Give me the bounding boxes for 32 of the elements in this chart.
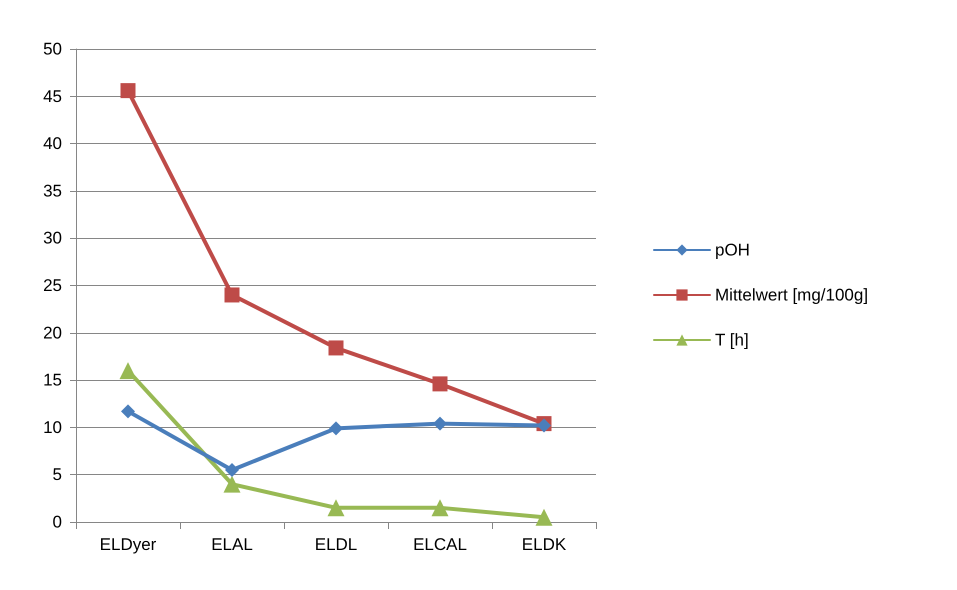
x-tick-label: ELDK xyxy=(522,535,567,554)
legend-label: Mittelwert [mg/100g] xyxy=(715,286,868,304)
point xyxy=(120,83,136,98)
y-tick-label: 40 xyxy=(43,134,62,154)
y-tick-label: 0 xyxy=(52,512,62,532)
y-tick-label: 10 xyxy=(43,418,62,437)
point xyxy=(329,421,343,436)
point xyxy=(225,462,239,477)
y-tick-label: 50 xyxy=(43,40,62,58)
point xyxy=(536,508,552,526)
y-tick-label: 20 xyxy=(43,323,62,342)
x-tick-label: ELAL xyxy=(211,535,253,554)
legend-label: T [h] xyxy=(715,330,749,350)
y-tick-label: 25 xyxy=(43,276,62,295)
x-tick-label: ELCAL xyxy=(413,535,467,554)
y-tick-label: 5 xyxy=(52,465,62,484)
legend-label: pOH xyxy=(715,240,750,260)
point xyxy=(120,362,136,380)
point xyxy=(433,416,447,431)
point xyxy=(121,404,135,418)
point xyxy=(224,287,240,302)
point xyxy=(328,499,344,516)
y-tick-label: 35 xyxy=(43,181,62,200)
y-tick-label: 15 xyxy=(43,370,62,390)
x-tick-label: ELDyer xyxy=(100,535,157,554)
point xyxy=(224,476,240,493)
y-tick-label: 30 xyxy=(43,228,62,248)
point xyxy=(432,499,448,516)
point xyxy=(328,340,344,356)
point xyxy=(432,376,448,392)
y-tick-label: 45 xyxy=(43,86,62,106)
x-tick-label: ELDL xyxy=(314,535,358,554)
